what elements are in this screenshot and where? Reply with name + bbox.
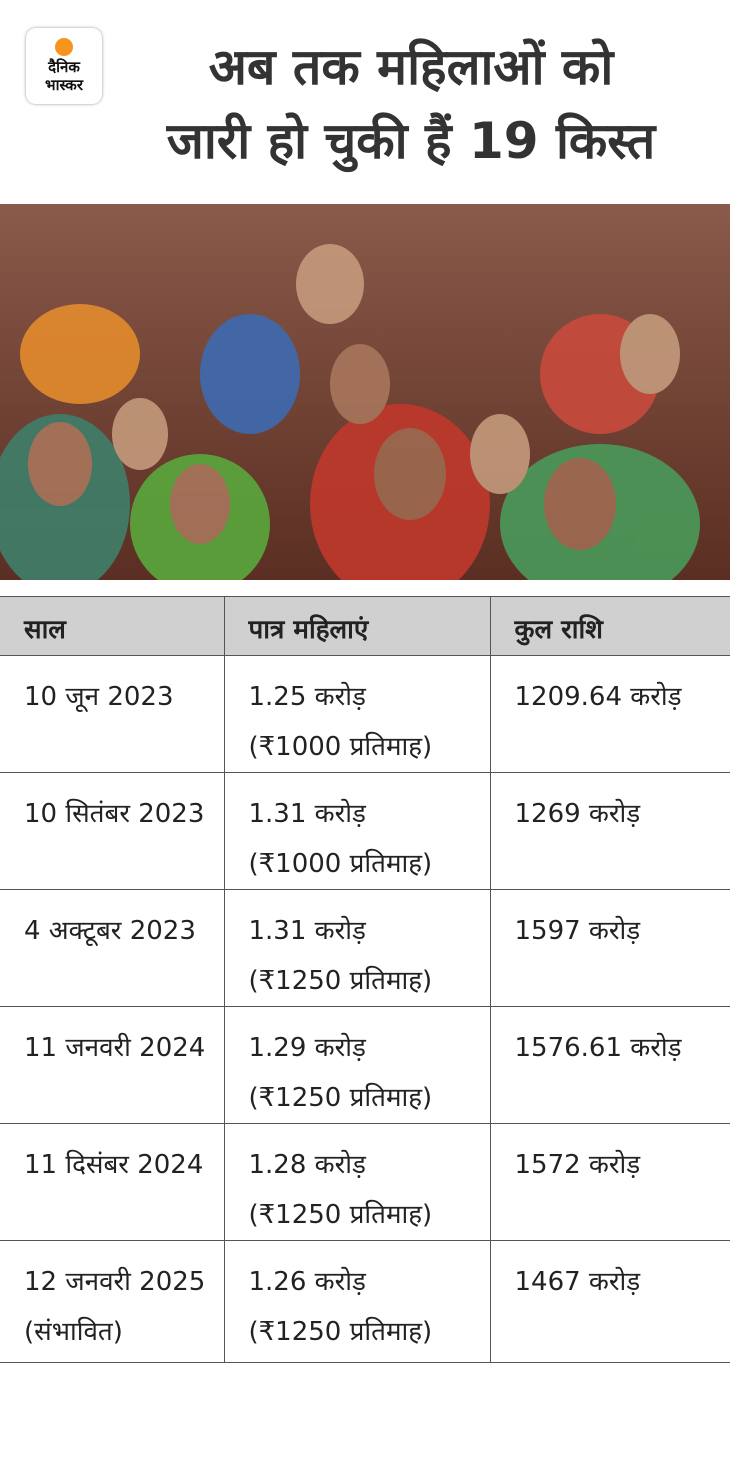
cell-line: 1269 करोड़: [514, 799, 641, 829]
cell-line: 1597 करोड़: [514, 916, 641, 946]
table-cell: 1209.64 करोड़: [489, 655, 730, 773]
cell-line: 1.25 करोड़: [248, 682, 366, 712]
table-body: 10 जून 2023 1.25 करोड़ (₹1000 प्रतिमाह) 120…: [0, 655, 730, 1363]
cell-line: 4 अक्टूबर 2023: [24, 916, 196, 946]
cell-line: 10 जून 2023: [24, 682, 174, 712]
table-row: 12 जनवरी 2025 (संभावित) 1.26 करोड़ (₹1250 प…: [0, 1240, 730, 1363]
cell-line: (₹1000 प्रतिमाह): [248, 732, 433, 762]
table-cell: 11 दिसंबर 2024: [0, 1123, 225, 1241]
table-cell: 1.25 करोड़ (₹1000 प्रतिमाह): [223, 655, 491, 773]
title-line: जारी हो चुकी हैं 19 किस्त: [166, 112, 656, 170]
table-cell: 1.28 करोड़ (₹1250 प्रतिमाह): [223, 1123, 491, 1241]
column-header: साल: [0, 596, 225, 656]
column-header: पात्र महिलाएं: [223, 596, 491, 656]
photo: [0, 204, 730, 580]
cell-line: 11 दिसंबर 2024: [24, 1150, 204, 1180]
table-row: 10 जून 2023 1.25 करोड़ (₹1000 प्रतिमाह) 120…: [0, 655, 730, 773]
cell-line: 1.28 करोड़: [248, 1150, 366, 1180]
table-cell: 4 अक्टूबर 2023: [0, 889, 225, 1007]
cell-line: (₹1250 प्रतिमाह): [248, 966, 433, 996]
cell-line: (संभावित): [24, 1317, 123, 1347]
table-cell: 1467 करोड़: [489, 1240, 730, 1363]
title-line: अब तक महिलाओं को: [208, 38, 614, 96]
table-cell: 1576.61 करोड़: [489, 1006, 730, 1124]
cell-line: 11 जनवरी 2024: [24, 1033, 206, 1063]
table-cell: 1.29 करोड़ (₹1250 प्रतिमाह): [223, 1006, 491, 1124]
logo-dot: [55, 38, 73, 56]
table-cell: 10 जून 2023: [0, 655, 225, 773]
cell-line: 1.29 करोड़: [248, 1033, 366, 1063]
cell-line: 1.26 करोड़: [248, 1267, 366, 1297]
cell-line: 1572 करोड़: [514, 1150, 641, 1180]
header: दैनिक भास्कर अब तक महिलाओं को जारी हो चु…: [0, 0, 730, 200]
cell-line: 1209.64 करोड़: [514, 682, 682, 712]
table-row: 11 जनवरी 2024 1.29 करोड़ (₹1250 प्रतिमाह) 1…: [0, 1006, 730, 1124]
column-header: कुल राशि: [489, 596, 730, 656]
cell-line: 1576.61 करोड़: [514, 1033, 682, 1063]
table-cell: 1.26 करोड़ (₹1250 प्रतिमाह): [223, 1240, 491, 1363]
table-cell: 11 जनवरी 2024: [0, 1006, 225, 1124]
cell-line: 10 सितंबर 2023: [24, 799, 205, 829]
title: अब तक महिलाओं को जारी हो चुकी हैं 19 किस…: [96, 30, 726, 178]
table-cell: 1597 करोड़: [489, 889, 730, 1007]
table-cell: 1269 करोड़: [489, 772, 730, 890]
table-cell: 1.31 करोड़ (₹1000 प्रतिमाह): [223, 772, 491, 890]
table-cell: 1572 करोड़: [489, 1123, 730, 1241]
table-cell: 12 जनवरी 2025 (संभावित): [0, 1240, 225, 1363]
cell-line: 12 जनवरी 2025: [24, 1267, 206, 1297]
table-row: 4 अक्टूबर 2023 1.31 करोड़ (₹1250 प्रतिमाह)…: [0, 889, 730, 1007]
cell-line: (₹1250 प्रतिमाह): [248, 1317, 433, 1347]
header-row: साल पात्र महिलाएं कुल राशि: [0, 596, 730, 656]
cell-line: 1467 करोड़: [514, 1267, 641, 1297]
cell-line: (₹1250 प्रतिमाह): [248, 1200, 433, 1230]
table-cell: 1.31 करोड़ (₹1250 प्रतिमाह): [223, 889, 491, 1007]
cell-line: 1.31 करोड़: [248, 916, 366, 946]
cell-line: 1.31 करोड़: [248, 799, 366, 829]
logo: दैनिक भास्कर: [26, 28, 102, 104]
cell-line: (₹1000 प्रतिमाह): [248, 849, 433, 879]
table-cell: 10 सितंबर 2023: [0, 772, 225, 890]
table-row: 11 दिसंबर 2024 1.28 करोड़ (₹1250 प्रतिमाह)…: [0, 1123, 730, 1241]
data-table: साल पात्र महिलाएं कुल राशि 10 जून 2023 1.25…: [0, 596, 730, 1363]
table-row: 10 सितंबर 2023 1.31 करोड़ (₹1000 प्रतिमाह)…: [0, 772, 730, 890]
cell-line: (₹1250 प्रतिमाह): [248, 1083, 433, 1113]
logo-text: भास्कर: [45, 76, 83, 94]
logo-text: दैनिक: [48, 58, 80, 76]
